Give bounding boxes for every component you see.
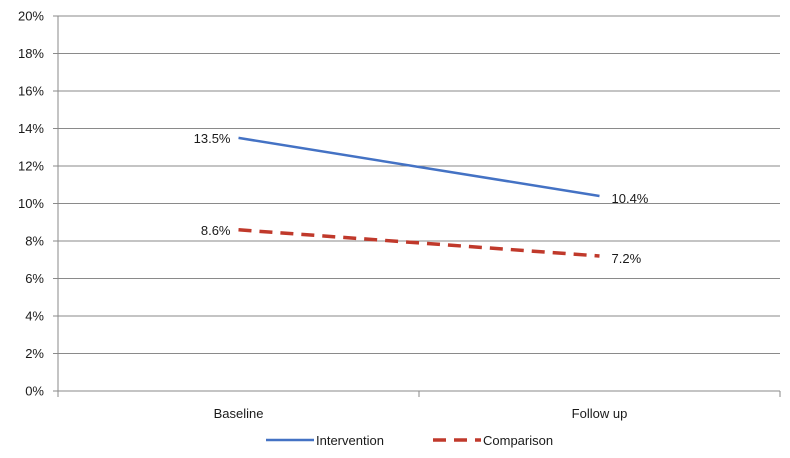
legend: Intervention Comparison bbox=[266, 433, 553, 448]
y-tick-label: 0% bbox=[25, 384, 44, 399]
y-tick-label: 4% bbox=[25, 309, 44, 324]
data-label: 10.4% bbox=[612, 191, 649, 206]
series-line-comparison bbox=[238, 228, 600, 258]
series-lines bbox=[238, 136, 600, 258]
y-tick-label: 2% bbox=[25, 346, 44, 361]
y-axis: 0% 2% 4% 6% 8% 10% 12% 14% 16% 18% 20% bbox=[18, 9, 58, 399]
y-tick-label: 8% bbox=[25, 234, 44, 249]
data-label: 8.6% bbox=[201, 223, 231, 238]
gridlines bbox=[58, 15, 780, 354]
y-tick-label: 14% bbox=[18, 121, 44, 136]
x-tick-label: Baseline bbox=[214, 406, 264, 421]
data-label: 7.2% bbox=[612, 251, 642, 266]
y-tick-label: 12% bbox=[18, 159, 44, 174]
x-axis: Baseline Follow up bbox=[57, 16, 781, 421]
data-label: 13.5% bbox=[194, 131, 231, 146]
series-line-intervention bbox=[238, 136, 600, 198]
x-tick-label: Follow up bbox=[572, 406, 628, 421]
legend-label: Comparison bbox=[483, 433, 553, 448]
y-tick-label: 20% bbox=[18, 9, 44, 24]
y-tick-label: 10% bbox=[18, 196, 44, 211]
y-tick-label: 16% bbox=[18, 84, 44, 99]
data-labels: 13.5% 10.4% 8.6% 7.2% bbox=[194, 131, 649, 266]
y-tick-label: 18% bbox=[18, 46, 44, 61]
legend-label: Intervention bbox=[316, 433, 384, 448]
y-tick-label: 6% bbox=[25, 271, 44, 286]
